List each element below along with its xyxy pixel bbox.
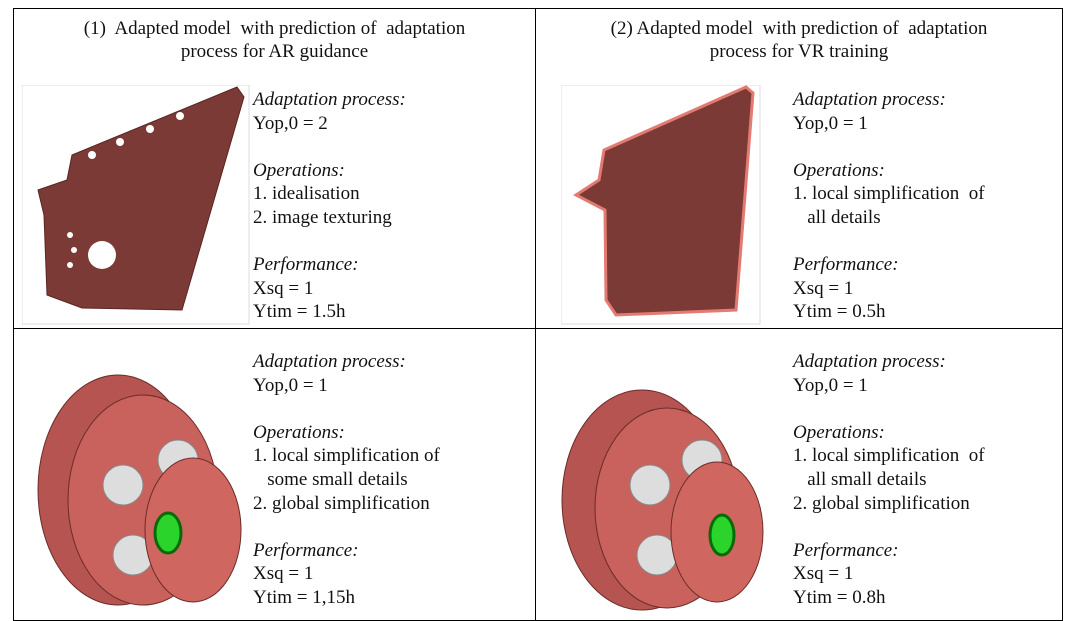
cell-text: Adaptation process: Yop,0 = 1 Operations: 1…: [793, 88, 985, 324]
section-heading: Adaptation process:: [793, 89, 946, 110]
spacer: [793, 230, 985, 254]
section-line: 2. global simplification: [793, 492, 970, 514]
title-line: (2) Adapted model with prediction of ada…: [610, 18, 988, 39]
cell-text: Adaptation process: Yop,0 = 1 Operations: 1…: [253, 350, 440, 610]
section-heading: Adaptation process:: [253, 351, 406, 372]
section-line: Ytim = 1,15h: [253, 586, 356, 608]
section-line: 1. local simplification of: [793, 445, 985, 467]
section-line: Ytim = 0.8h: [793, 586, 886, 608]
title-line: (1) Adapted model with prediction of ada…: [83, 18, 466, 39]
cell-text: Adaptation process: Yop,0 = 1 Operations: 1…: [793, 350, 985, 610]
section-line: Yop,0 = 1: [253, 374, 328, 396]
spacer: [253, 397, 440, 421]
section-line: 1. local simplification of: [253, 445, 440, 467]
section-line: 2. image texturing: [253, 206, 392, 228]
section-heading: Operations:: [793, 421, 885, 443]
section-line: all details: [793, 206, 881, 228]
cell-text: Adaptation process: Yop,0 = 2 Operations: 1…: [253, 88, 406, 324]
section-line: Xsq = 1: [253, 277, 314, 299]
spacer: [253, 135, 406, 159]
title-line: process for AR guidance: [180, 41, 369, 62]
section-line: Xsq = 1: [793, 277, 854, 299]
column-title: (2) Adapted model with prediction of ada…: [535, 17, 1063, 63]
section-heading: Adaptation process:: [793, 351, 946, 372]
section-heading: Performance:: [253, 539, 359, 561]
section-line: 2. global simplification: [253, 492, 430, 514]
section-line: 1. idealisation: [253, 183, 360, 205]
section-line: Xsq = 1: [253, 563, 314, 585]
section-heading: Operations:: [253, 421, 345, 443]
section-line: all small details: [793, 468, 927, 490]
spacer: [793, 515, 985, 539]
section-heading: Operations:: [253, 159, 345, 181]
section-line: some small details: [253, 468, 408, 490]
assembly-image: [37, 374, 242, 606]
row-divider: [13, 328, 1063, 329]
section-line: 1. local simplification of: [793, 183, 985, 205]
section-heading: Performance:: [793, 539, 899, 561]
spacer: [253, 515, 440, 539]
section-line: Yop,0 = 1: [793, 374, 868, 396]
section-line: Yop,0 = 2: [253, 112, 328, 134]
spacer: [793, 397, 985, 421]
section-heading: Performance:: [253, 254, 359, 276]
section-heading: Operations:: [793, 159, 885, 181]
column-title: (1) Adapted model with prediction of ada…: [13, 17, 536, 63]
plate-image: [22, 85, 250, 325]
section-heading: Performance:: [793, 254, 899, 276]
assembly-image: [561, 389, 764, 611]
spacer: [793, 135, 985, 159]
section-line: Ytim = 0.5h: [793, 301, 886, 323]
section-heading: Adaptation process:: [253, 89, 406, 110]
title-line: process for VR training: [709, 41, 889, 62]
section-line: Xsq = 1: [793, 563, 854, 585]
plate-image: [561, 85, 761, 325]
section-line: Yop,0 = 1: [793, 112, 868, 134]
spacer: [253, 230, 406, 254]
section-line: Ytim = 1.5h: [253, 301, 346, 323]
